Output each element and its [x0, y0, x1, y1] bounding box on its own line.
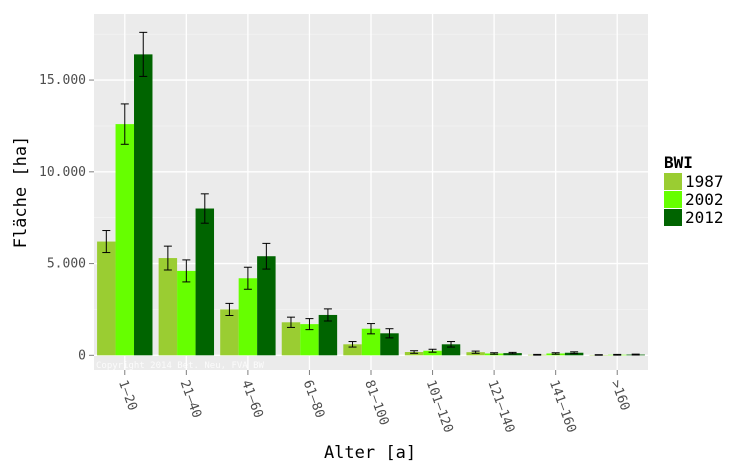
x-tick-label: >160	[607, 378, 632, 413]
bar-2012-2	[257, 256, 276, 356]
bar-2002-1	[177, 270, 196, 356]
errorbar-2012-5	[447, 341, 456, 348]
y-axis-title: Fläche [ha]	[11, 136, 31, 249]
legend-swatch-2002	[664, 191, 682, 208]
x-tick-label: 81–100	[361, 378, 391, 427]
legend-label-2012: 2012	[685, 208, 724, 227]
bar-2002-3	[300, 324, 319, 356]
errorbar-2012-2	[262, 242, 271, 270]
bar-2002-0	[115, 124, 135, 356]
error-bars	[102, 31, 640, 356]
errorbar-2002-1	[182, 259, 191, 283]
bar-2012-5	[441, 344, 461, 356]
errorbar-2002-2	[243, 266, 252, 290]
bar-2012-0	[134, 54, 153, 356]
bar-2002-4	[361, 328, 381, 356]
errorbar-2012-6	[508, 351, 517, 355]
watermark: Copyright 2014 Bet. Neu, FVA BW	[96, 361, 265, 371]
errorbar-2002-7	[551, 352, 560, 355]
errorbar-2012-3	[323, 308, 332, 322]
bar-2002-2	[238, 278, 258, 356]
bar-1987-2	[220, 309, 239, 356]
x-tick-label: 141–160	[546, 378, 579, 435]
bar-2012-1	[195, 208, 215, 356]
x-axis-ticks: 1–20 21–40 41–60 61–80 81–100 101–120 121–140 1…	[115, 370, 632, 435]
errorbar-2012-0	[139, 31, 148, 77]
x-axis-title: Alter [a]	[324, 443, 416, 462]
bar-2002-5	[423, 350, 442, 356]
bar-1987-1	[158, 258, 178, 356]
errorbar-2012-1	[200, 193, 209, 224]
bars	[97, 54, 645, 356]
errorbar-2002-5	[428, 348, 437, 353]
errorbar-2012-8	[631, 353, 640, 356]
bar-2012-4	[380, 333, 399, 356]
errorbar-1987-6	[471, 350, 480, 354]
x-tick-label: 21–40	[177, 378, 204, 420]
x-tick-label: 1–20	[115, 378, 140, 413]
y-tick-label: 15.000	[39, 73, 86, 88]
x-tick-label: 101–120	[423, 378, 456, 435]
legend-swatch-2012	[664, 209, 682, 226]
errorbar-2012-7	[570, 351, 579, 355]
errorbar-1987-2	[225, 302, 234, 316]
bar-1987-4	[343, 344, 362, 356]
x-tick-label: 61–80	[300, 378, 327, 420]
errorbar-2002-0	[120, 103, 129, 145]
y-tick-label: 10.000	[39, 165, 86, 180]
errorbar-1987-8	[594, 354, 603, 356]
y-tick-label: 0	[78, 348, 86, 363]
errorbar-1987-3	[286, 316, 295, 328]
errorbar-2002-4	[367, 323, 375, 335]
errorbar-2002-6	[490, 352, 499, 355]
errorbar-1987-4	[348, 341, 357, 348]
y-axis-ticks: 0 5.000 10.000 15.000	[39, 73, 94, 363]
x-tick-label: 41–60	[238, 378, 265, 420]
errorbar-1987-0	[102, 230, 111, 254]
errorbar-2002-3	[305, 318, 314, 331]
errorbar-1987-7	[533, 353, 542, 356]
bar-1987-3	[281, 322, 301, 356]
errorbar-2012-4	[385, 328, 394, 339]
bar-1987-0	[97, 241, 116, 356]
x-tick-label: 121–140	[484, 378, 517, 435]
errorbar-1987-1	[163, 245, 172, 271]
legend-label-1987: 1987	[685, 172, 724, 191]
legend-label-2002: 2002	[685, 190, 724, 209]
legend-swatch-1987	[664, 173, 682, 190]
errorbar-2002-8	[613, 353, 622, 356]
errorbar-1987-5	[410, 350, 419, 354]
y-tick-label: 5.000	[47, 257, 86, 272]
bar-2012-3	[318, 314, 338, 356]
legend-title: BWI	[664, 153, 693, 172]
